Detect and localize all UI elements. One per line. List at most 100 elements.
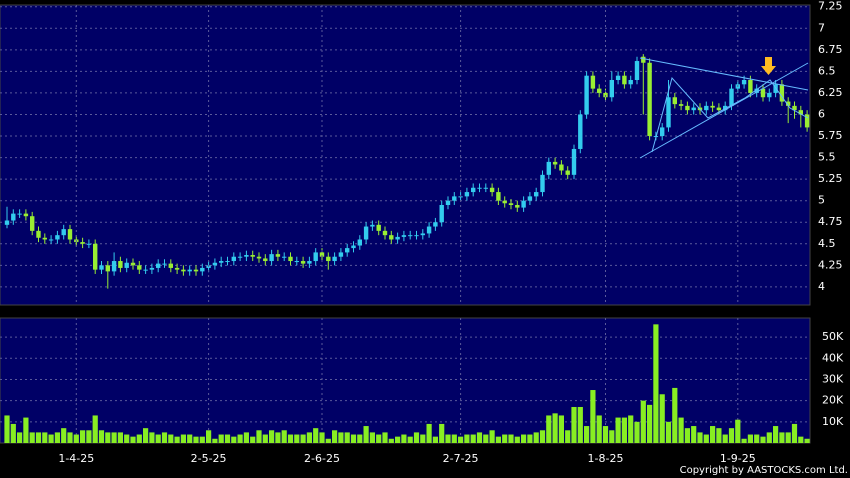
y-tick-label: 6.5 <box>818 64 836 77</box>
y-tick-label: 10K <box>822 415 844 428</box>
candle-body <box>445 200 451 205</box>
volume-bar <box>634 421 640 443</box>
candle-body <box>496 192 501 201</box>
candle-body <box>275 254 281 257</box>
price-panel <box>0 4 811 306</box>
volume-bar <box>294 434 300 443</box>
volume-bar <box>376 434 382 443</box>
volume-bar <box>640 400 646 443</box>
candle-body <box>269 254 274 262</box>
candle-body <box>521 200 526 208</box>
candle-body <box>634 61 640 80</box>
volume-bar <box>23 417 29 443</box>
volume-bar <box>483 434 489 443</box>
arrow <box>761 57 776 75</box>
candle-body <box>464 192 470 197</box>
candle-body <box>792 105 797 111</box>
volume-bar <box>174 436 180 443</box>
volume-bar <box>199 436 205 443</box>
volume-bar <box>804 438 810 443</box>
volume-bar <box>61 428 67 443</box>
volume-bar <box>130 436 136 443</box>
volume-bar <box>4 415 10 443</box>
volume-bar <box>766 432 772 443</box>
volume-bar <box>250 436 256 443</box>
candle-body <box>326 256 331 262</box>
volume-bar <box>590 390 596 443</box>
volume-bar <box>458 436 464 443</box>
volume-bar <box>741 438 747 443</box>
candle-body <box>294 261 299 263</box>
candle-body <box>426 226 432 234</box>
volume-bar <box>508 434 514 443</box>
volume-bar <box>388 438 394 443</box>
volume-bar <box>445 434 451 443</box>
candle-body <box>124 262 129 268</box>
candle-body <box>704 105 709 111</box>
candle-body <box>363 226 369 240</box>
candle-body <box>300 261 306 264</box>
candle-body <box>288 256 293 262</box>
candle-body <box>130 262 136 266</box>
y-tick-label: 20K <box>822 394 844 407</box>
candle-body <box>332 256 337 262</box>
candle-body <box>723 105 728 111</box>
candle-body <box>672 97 677 105</box>
x-tick-label: 1-4-25 <box>58 452 94 465</box>
candle-body <box>395 236 400 240</box>
candle-body <box>93 243 98 270</box>
candle-body <box>515 205 520 208</box>
zigzag <box>651 76 809 153</box>
volume-bar <box>552 413 558 443</box>
candle-body <box>615 75 621 80</box>
candle-body <box>527 196 533 201</box>
volume-bar <box>98 430 105 443</box>
volume-bar <box>136 434 142 443</box>
candle-body <box>237 256 243 258</box>
volume-bar <box>269 430 275 443</box>
volume-bar <box>539 430 546 443</box>
volume-bar <box>527 434 533 443</box>
volume-bar <box>143 428 149 443</box>
candle-body <box>685 105 690 111</box>
volume-bar <box>785 432 791 443</box>
y-tick-label: 4.5 <box>818 237 836 250</box>
candle-body <box>256 256 262 259</box>
candle-body <box>67 229 73 240</box>
candle-body <box>571 148 577 175</box>
candle-body <box>36 230 41 238</box>
marks: 4 4.25 4.5 4.75 5 5.25 5.5 5.75 6 6.25 6.5 6.75 7 7.2… <box>0 0 844 465</box>
candle-body <box>156 263 161 268</box>
volume-bar <box>773 426 779 443</box>
volume-bar <box>155 434 161 443</box>
candle-body <box>105 265 110 272</box>
candle-body <box>641 56 646 63</box>
volume-bar <box>495 436 501 443</box>
volume-bar <box>735 419 741 443</box>
volume-bar <box>332 430 338 443</box>
volume-bar <box>180 434 186 443</box>
candle-body <box>357 239 362 246</box>
volume-bar <box>306 432 312 443</box>
volume-bar <box>338 432 344 443</box>
volume-bar <box>584 426 590 443</box>
candle-body <box>779 84 785 102</box>
copyright: Copyright by AASTOCKS.com Ltd. <box>680 465 848 476</box>
y-tick-label: 50K <box>822 330 844 343</box>
candle-body <box>477 187 482 189</box>
volume-bar <box>224 434 231 443</box>
trendlines <box>639 57 809 159</box>
candle-body <box>187 269 192 272</box>
candle-body <box>307 261 312 264</box>
candle-body <box>42 237 47 240</box>
y-tick-label: 5.25 <box>818 172 843 185</box>
x-tick-label: 1-9-25 <box>720 452 756 465</box>
volume-bar <box>489 430 495 443</box>
volume-bar <box>17 432 23 443</box>
volume-bar <box>187 434 193 443</box>
candle-body <box>168 263 173 268</box>
y-tick-label: 4.25 <box>818 258 843 271</box>
volume-bar <box>451 434 457 443</box>
volume-bar <box>697 432 703 443</box>
y-tick-label: 40K <box>822 351 844 364</box>
